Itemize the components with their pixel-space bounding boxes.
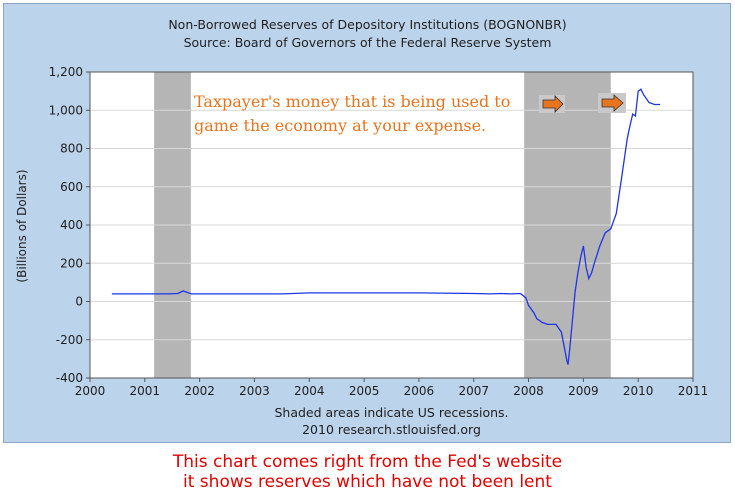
x-tick-label: 2000: [75, 384, 106, 398]
caption-line-1: This chart comes right from the Fed's we…: [172, 452, 563, 472]
x-tick-label: 2007: [458, 384, 489, 398]
y-tick-label: 800: [60, 142, 83, 156]
y-tick-label: 200: [60, 256, 83, 270]
arrow-icon: [539, 95, 565, 113]
caption-line-2: it shows reserves which have not been le…: [183, 472, 552, 492]
tick-labels: 2000 2001 2002 2003 2004 2005 2006 2007 2008 2009…: [49, 65, 709, 398]
y-tick-label: 1,000: [49, 103, 83, 117]
chart-source: Source: Board of Governors of the Federa…: [183, 35, 552, 50]
x-tick-label: 2003: [239, 384, 270, 398]
arrows: [539, 93, 626, 113]
series-layer: [111, 88, 661, 365]
x-tick-label: 2004: [294, 384, 325, 398]
arrow-icon: [598, 93, 626, 113]
x-tick-label: 2011: [678, 384, 709, 398]
annotation-line-1: Taxpayer's money that is being used to: [194, 92, 510, 111]
y-tick-label: -400: [56, 371, 83, 385]
x-tick-label: 2008: [513, 384, 544, 398]
series-line: [111, 88, 661, 365]
y-tick-label: 400: [60, 218, 83, 232]
y-axis-label: (Billions of Dollars): [15, 169, 29, 282]
annotation: Taxpayer's money that is being used to g…: [194, 92, 510, 135]
y-tick-label: 0: [75, 295, 83, 309]
y-tick-label: 600: [60, 180, 83, 194]
x-tick-label: 2005: [349, 384, 380, 398]
y-tick-label: -200: [56, 333, 83, 347]
x-tick-label: 2002: [184, 384, 215, 398]
x-tick-label: 2006: [404, 384, 435, 398]
annotation-line-2: game the economy at your expense.: [194, 116, 486, 135]
x-tick-label: 2010: [623, 384, 654, 398]
x-tick-label: 2009: [568, 384, 599, 398]
recession-note: Shaded areas indicate US recessions.: [274, 405, 509, 420]
x-tick-label: 2001: [130, 384, 161, 398]
y-tick-label: 1,200: [49, 65, 83, 79]
source-credit: 2010 research.stlouisfed.org: [302, 422, 481, 437]
chart-title: Non-Borrowed Reserves of Depository Inst…: [168, 17, 567, 32]
